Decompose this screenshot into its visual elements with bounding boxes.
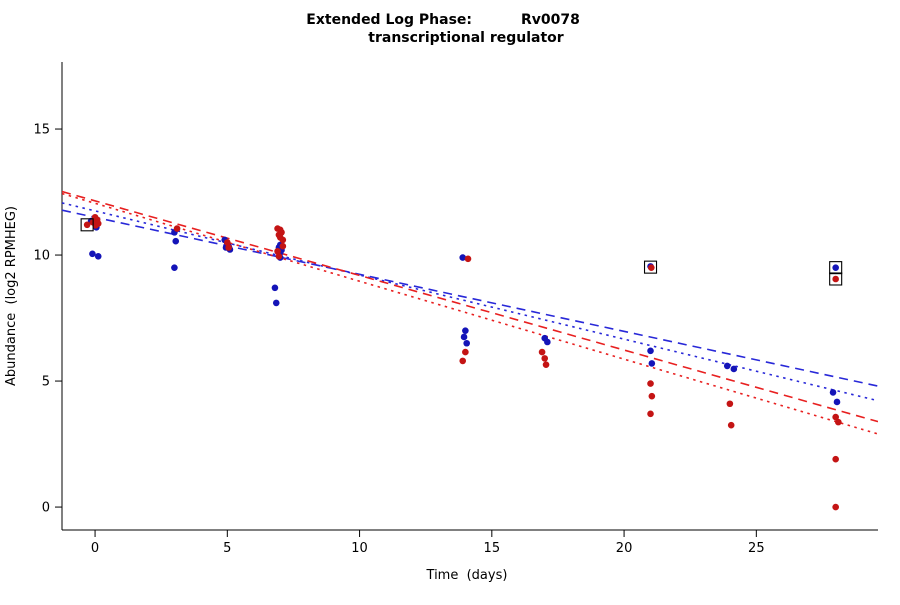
flag-square (829, 261, 843, 275)
data-point (272, 299, 280, 307)
x-axis-label: Time (days) (426, 568, 508, 583)
trend-lines (62, 190, 878, 435)
chart-subtitle: transcriptional regulator (368, 30, 564, 46)
data-point (544, 338, 551, 346)
data-point (723, 362, 731, 370)
chart-title-gene: Rv0078 (521, 12, 580, 28)
data-point (647, 410, 654, 418)
data-point (459, 254, 467, 261)
chart-title: Extended Log Phase: (306, 12, 472, 28)
data-point (829, 389, 837, 396)
series-red-replicates (83, 213, 842, 511)
data-point (171, 264, 178, 271)
data-point (648, 392, 656, 400)
data-point (647, 380, 654, 387)
data-point (83, 221, 91, 229)
trend-line-red-dotted (62, 192, 878, 435)
data-point (459, 357, 467, 365)
data-point (648, 360, 656, 367)
x-tick-label: 5 (223, 541, 231, 556)
data-point (727, 421, 735, 429)
data-point (730, 365, 738, 373)
data-point (460, 333, 468, 341)
x-tick-label: 15 (484, 541, 501, 556)
data-point (173, 225, 181, 232)
x-tick-label: 20 (616, 541, 633, 556)
data-point (832, 413, 839, 421)
trend-line-blue-dashed (62, 209, 878, 387)
data-point (726, 400, 734, 408)
data-point (464, 255, 472, 263)
y-tick-label: 0 (42, 501, 50, 516)
data-point (463, 339, 470, 347)
data-point (92, 222, 99, 229)
flag-square (643, 260, 658, 274)
data-point (279, 242, 287, 250)
data-point (275, 253, 283, 260)
x-tick-label: 10 (351, 541, 368, 556)
data-point (541, 355, 549, 362)
data-point (274, 247, 281, 255)
data-point (462, 348, 469, 356)
plot-content: 0 5 10 15 20 25 0 5 10 15 (33, 62, 878, 556)
data-point (172, 237, 180, 245)
series-blue-replicates (87, 215, 841, 406)
trend-line-red-dashed (62, 190, 878, 423)
data-point (224, 239, 231, 246)
data-point (279, 236, 287, 244)
y-axis-label: Abundance (log2 RPMHEG) (4, 206, 19, 386)
data-point (94, 253, 102, 260)
data-point (462, 327, 469, 334)
y-tick-label: 10 (33, 249, 50, 264)
x-tick-label: 25 (748, 541, 765, 556)
y-tick-label: 5 (42, 375, 50, 390)
data-point (832, 503, 839, 511)
data-point (225, 244, 232, 251)
data-point (832, 264, 839, 271)
data-point (835, 418, 842, 426)
data-point (832, 455, 839, 463)
data-point (833, 398, 841, 406)
data-point (542, 361, 550, 368)
trend-line-blue-dotted (62, 202, 878, 402)
flag-square (829, 272, 843, 286)
flag-square (80, 218, 94, 232)
y-tick-label: 15 (33, 123, 50, 138)
data-point (832, 275, 839, 283)
flagged-points (80, 218, 843, 286)
data-point (89, 250, 96, 258)
x-tick-label: 0 (91, 541, 99, 556)
data-point (648, 264, 655, 271)
data-point (647, 347, 654, 355)
data-point (271, 284, 279, 292)
data-point (538, 348, 546, 356)
